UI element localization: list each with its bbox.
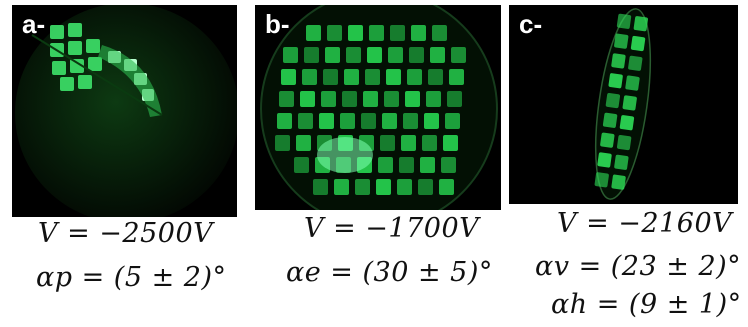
mesh-cell xyxy=(306,25,321,41)
mesh-cell xyxy=(420,157,435,173)
mesh-cell xyxy=(323,69,338,85)
mesh-cell xyxy=(439,179,454,195)
mesh-cell xyxy=(346,47,361,63)
mesh-cell xyxy=(432,25,447,41)
mesh-cell xyxy=(605,92,621,109)
mesh-cell xyxy=(600,132,615,148)
panel-label-b: b- xyxy=(265,9,290,39)
screen-image-b: b- xyxy=(255,5,501,210)
mesh-cell xyxy=(625,75,640,91)
screen-image-a: a- xyxy=(12,5,237,217)
mesh-cell xyxy=(294,157,309,173)
mesh-cell xyxy=(616,134,632,151)
mesh-cell xyxy=(597,152,612,168)
mesh-cell xyxy=(296,135,311,151)
mesh-cell xyxy=(611,53,626,69)
mesh-cell xyxy=(365,69,380,85)
mesh-cell xyxy=(405,91,420,107)
mesh-cell xyxy=(401,135,416,151)
phosphor-screen-b-graphic xyxy=(260,5,498,210)
mesh-cell xyxy=(399,157,414,173)
mesh-cell xyxy=(367,47,382,63)
mesh-cell xyxy=(277,113,292,129)
mesh-cell xyxy=(327,25,342,41)
panel-label-c: c- xyxy=(519,9,543,39)
mesh-cell xyxy=(619,115,635,131)
mesh-cell xyxy=(451,47,466,63)
mesh-cell xyxy=(376,179,391,195)
mesh-cell xyxy=(611,174,626,190)
mesh-cell xyxy=(628,55,643,71)
mesh-cell xyxy=(447,91,462,107)
mesh-cell xyxy=(298,113,313,129)
panel-label-a: a- xyxy=(22,9,46,39)
mesh-cell xyxy=(369,25,384,41)
voltage-caption-c: V = −2160V xyxy=(557,208,733,239)
mesh-cell xyxy=(441,157,456,173)
mesh-cell xyxy=(630,35,646,52)
mesh-cell xyxy=(409,47,424,63)
mesh-cell xyxy=(302,69,317,85)
mesh-cell xyxy=(422,135,437,151)
mesh-cell xyxy=(418,179,433,195)
mesh-cell xyxy=(321,91,336,107)
screen-image-c: c- xyxy=(509,5,738,204)
mesh-cell xyxy=(325,47,340,63)
mesh-cell xyxy=(279,91,294,107)
mesh-cell xyxy=(614,33,629,49)
mesh-cell xyxy=(428,69,443,85)
mesh-cell xyxy=(430,47,445,63)
mesh-cell xyxy=(622,95,637,111)
mesh-cell xyxy=(426,91,441,107)
mesh-cell xyxy=(342,91,357,107)
mesh-cell xyxy=(283,47,298,63)
mesh-cell xyxy=(407,69,422,85)
mesh-cell xyxy=(304,47,319,63)
mesh-cell xyxy=(633,16,649,32)
phosphor-screen-a-graphic xyxy=(15,5,237,217)
mesh-cell xyxy=(361,113,376,129)
mesh-cell xyxy=(443,135,458,151)
mesh-cell xyxy=(614,154,629,170)
mesh-cell xyxy=(355,179,370,195)
mesh-cell xyxy=(608,73,623,89)
voltage-caption-b: V = −1700V xyxy=(304,213,480,244)
mesh-cell xyxy=(602,112,618,128)
mesh-cell xyxy=(616,13,632,29)
angle-caption-b: αe = (30 ± 5)° xyxy=(286,257,493,288)
mesh-cell xyxy=(281,69,296,85)
mesh-cell xyxy=(449,69,464,85)
mesh-cell xyxy=(319,113,334,129)
mesh-cell xyxy=(388,47,403,63)
mesh-cell xyxy=(411,25,426,41)
mesh-cell xyxy=(363,91,378,107)
mesh-cell xyxy=(424,113,439,129)
angle-caption-c-vertical: αv = (23 ± 2)° xyxy=(535,251,742,282)
mesh-cell xyxy=(403,113,418,129)
mesh-cell xyxy=(340,113,355,129)
mesh-cell xyxy=(348,25,363,41)
mesh-cell xyxy=(445,113,460,129)
angle-caption-a: αp = (5 ± 2)° xyxy=(36,262,227,293)
phosphor-screen-c-graphic xyxy=(594,8,652,200)
mesh-cell xyxy=(275,135,290,151)
mesh-cell xyxy=(313,179,328,195)
mesh-cell xyxy=(300,91,315,107)
mesh-cell xyxy=(594,172,609,188)
mesh-cell xyxy=(334,179,349,195)
mesh-cell xyxy=(386,69,401,85)
mesh-cell xyxy=(378,157,393,173)
voltage-caption-a: V = −2500V xyxy=(38,218,214,249)
mesh-cell xyxy=(380,135,395,151)
mesh-cell xyxy=(390,25,405,41)
mesh-cell xyxy=(384,91,399,107)
mesh-cell xyxy=(344,69,359,85)
mesh-cell xyxy=(397,179,412,195)
angle-caption-c-horizontal: αh = (9 ± 1)° xyxy=(551,289,742,320)
mesh-cell xyxy=(382,113,397,129)
